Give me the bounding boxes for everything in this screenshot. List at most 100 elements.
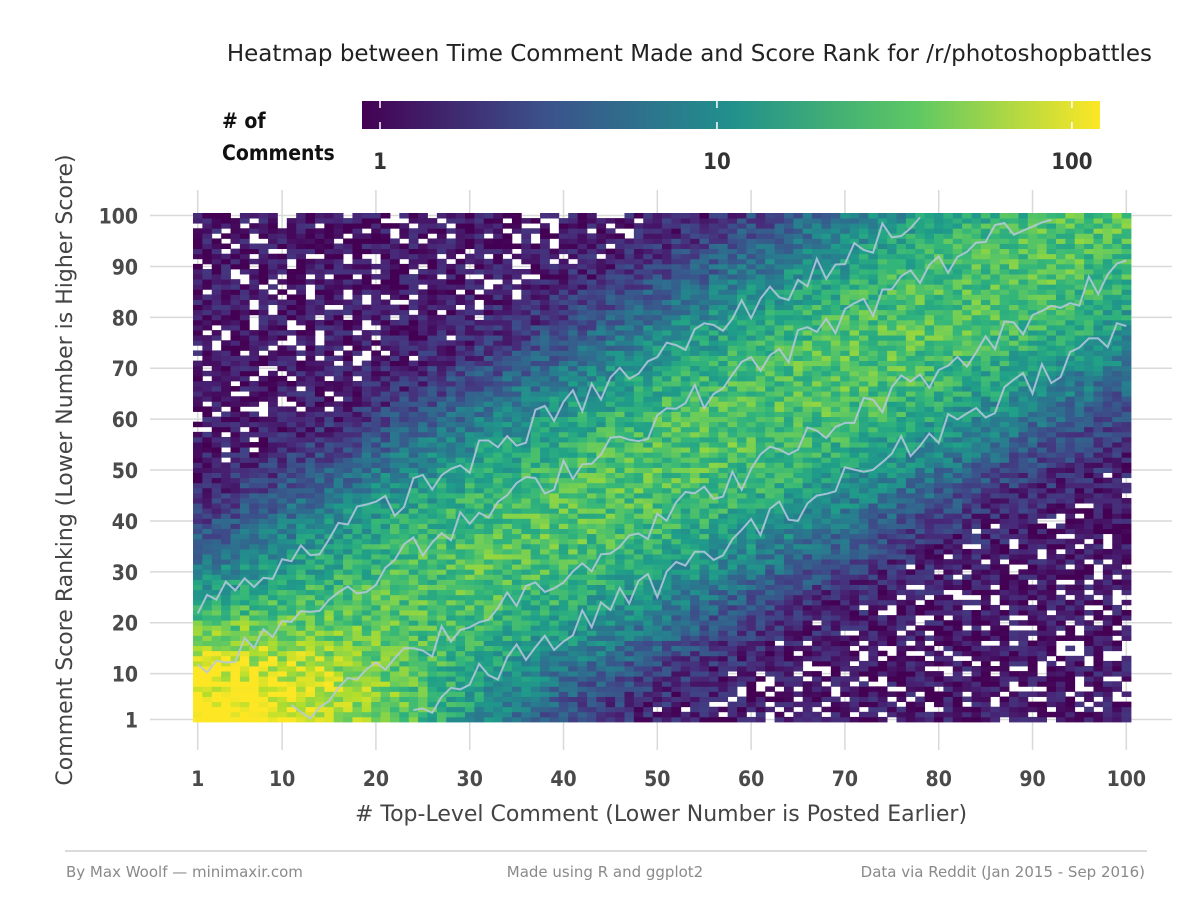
heatmap-cell [662,233,672,239]
heatmap-cell [211,650,222,657]
heatmap-cell [577,314,588,321]
heatmap-cell [380,701,391,708]
heatmap-cell [324,330,335,336]
heatmap-cell [371,701,381,708]
heatmap-cell [418,411,428,417]
heatmap-cell [333,655,344,662]
heatmap-cell [586,457,597,463]
heatmap-cell [408,513,419,519]
heatmap-cell [455,482,466,489]
heatmap-cell [568,350,578,356]
heatmap-cell [221,625,231,631]
heatmap-cell [343,711,353,718]
heatmap-cell [230,233,241,239]
heatmap-cell [568,447,578,453]
heatmap-cell [558,706,569,713]
heatmap-cell [483,421,494,428]
heatmap-cell [314,538,325,545]
heatmap-cell [343,218,353,224]
heatmap-cell [455,335,466,341]
heatmap-cell [643,314,654,321]
heatmap-cell [408,666,419,672]
heatmap-cell [427,620,438,626]
heatmap-cell [586,436,597,443]
heatmap-cell [521,345,532,351]
heatmap-cell [408,319,419,326]
heatmap-cell [427,594,438,601]
heatmap-cell [540,681,550,687]
heatmap-cell [436,340,447,346]
heatmap-cell [230,411,241,417]
heatmap-cell [239,660,250,667]
heatmap-cell [662,615,672,621]
heatmap-cell [577,538,588,545]
heatmap-cell [502,324,513,331]
heatmap-cell [446,482,457,489]
heatmap-cell [277,569,288,575]
heatmap-cell [652,681,663,687]
heatmap-cell [586,268,597,275]
heatmap-cell [202,360,213,367]
heatmap-cell [193,579,203,585]
heatmap-cell [380,513,391,519]
heatmap-cell [202,477,213,484]
heatmap-cell [577,284,588,290]
heatmap-cell [643,630,654,636]
heatmap-cell [202,431,213,438]
heatmap-cell [596,391,607,397]
heatmap-cell [624,309,635,316]
heatmap-cell [652,472,663,479]
heatmap-cell [314,457,325,463]
heatmap-cell [314,375,325,382]
heatmap-cell [662,370,672,377]
heatmap-cell [586,314,597,321]
heatmap-cell [483,228,494,234]
heatmap-cell [418,462,428,468]
heatmap-cell [671,457,682,463]
heatmap-cell [286,579,297,585]
heatmap-cell [352,574,363,580]
heatmap-cell [662,686,672,692]
heatmap-cell [455,314,466,321]
heatmap-cell [596,589,607,596]
heatmap-cell [249,620,260,626]
heatmap-cell [624,447,635,453]
heatmap-cell [324,243,335,250]
heatmap-cell [305,360,316,367]
heatmap-cell [202,518,213,524]
heatmap-cell [221,584,231,591]
heatmap-cell [455,360,466,367]
heatmap-cell [389,442,400,448]
heatmap-cell [249,691,260,697]
heatmap-cell [671,467,682,473]
heatmap-cell [493,442,503,448]
heatmap-cell [643,554,654,560]
heatmap-cell [493,401,503,407]
heatmap-cell [324,365,335,372]
heatmap-cell [361,630,372,636]
heatmap-cell [333,681,344,687]
heatmap-cell [662,345,672,351]
heatmap-cell [530,477,541,484]
heatmap-cell [427,686,438,692]
heatmap-cell [193,370,203,377]
heatmap-cell [314,548,325,555]
heatmap-cell [286,543,297,550]
heatmap-cell [389,604,400,611]
heatmap-cell [268,604,278,611]
heatmap-cell [662,416,672,423]
heatmap-cell [568,284,578,290]
heatmap-cell [277,615,288,621]
heatmap-cell [493,503,503,509]
heatmap-cell [418,436,428,443]
heatmap-cell [577,452,588,458]
heatmap-cell [605,599,616,606]
heatmap-cell [324,370,335,377]
heatmap-cell [361,604,372,611]
heatmap-cell [230,360,241,367]
heatmap-cell [314,472,325,479]
heatmap-cell [586,630,597,636]
heatmap-cell [305,543,316,550]
heatmap-cell [549,274,560,280]
heatmap-cell [221,691,231,697]
